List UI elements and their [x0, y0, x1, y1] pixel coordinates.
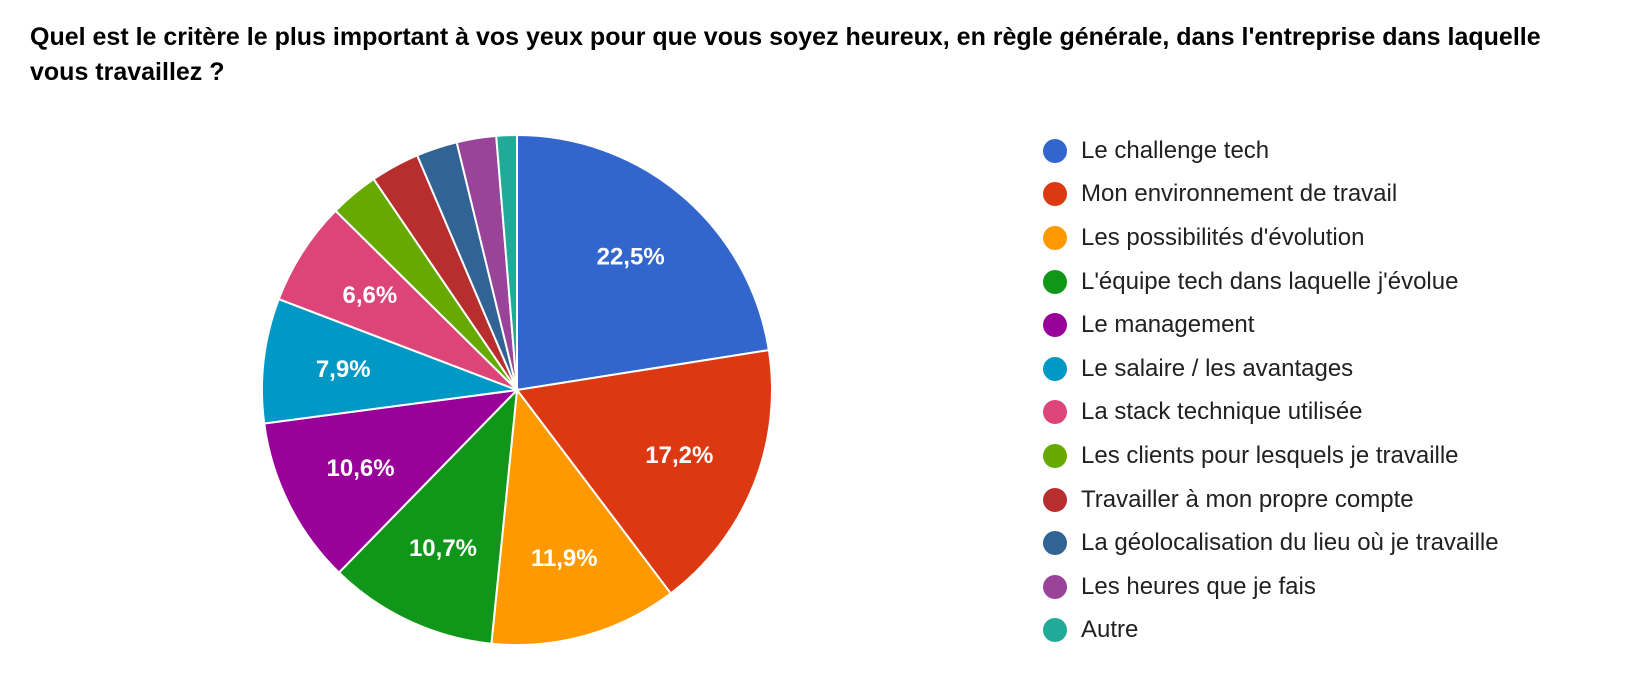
- legend-item-les-heures-que-je-fais[interactable]: Les heures que je fais: [1043, 565, 1499, 609]
- legend-swatch: [1043, 487, 1067, 512]
- legend-item-autre[interactable]: Autre: [1043, 609, 1499, 653]
- legend-item-mon-environnement-de-travail[interactable]: Mon environnement de travail: [1043, 173, 1499, 217]
- pie-slice-label: 22,5%: [597, 243, 665, 270]
- legend-label: Le salaire / les avantages: [1081, 354, 1354, 382]
- pie-slices: [261, 133, 773, 647]
- legend-swatch: [1043, 269, 1067, 294]
- legend-label: Les clients pour lesquels je travaille: [1081, 441, 1459, 469]
- legend-item-la-stack-technique-utilisee[interactable]: La stack technique utilisée: [1043, 391, 1499, 435]
- legend-item-le-salaire-les-avantages[interactable]: Le salaire / les avantages: [1043, 347, 1499, 391]
- pie-slice-label: 6,6%: [342, 282, 397, 309]
- legend-label: Le management: [1081, 311, 1255, 339]
- legend-swatch: [1043, 138, 1067, 163]
- legend-swatch: [1043, 574, 1067, 599]
- pie-slice-label: 17,2%: [645, 442, 713, 469]
- legend-label: Le challenge tech: [1081, 136, 1270, 164]
- pie-slice-les-possibilites-d-evolution[interactable]: [490, 387, 673, 647]
- legend-swatch: [1043, 356, 1067, 381]
- legend-label: L'équipe tech dans laquelle j'évolue: [1081, 267, 1459, 295]
- legend-item-la-geolocalisation-du-lieu-ou-je-travaille[interactable]: La géolocalisation du lieu où je travail…: [1043, 521, 1499, 565]
- legend-swatch: [1043, 400, 1067, 425]
- pie-slice-label: 10,7%: [409, 535, 477, 562]
- legend-swatch: [1043, 225, 1067, 250]
- legend-item-les-possibilites-d-evolution[interactable]: Les possibilités d'évolution: [1043, 216, 1499, 260]
- pie-slice-label: 10,6%: [327, 455, 395, 482]
- pie-slice-l-equipe-tech-dans-laquelle-j-evolue[interactable]: [337, 387, 519, 645]
- pie-slice-labels: 22,5% 17,2% 11,9% 10,7% 10,6% 7,9% 6,6%: [316, 243, 714, 572]
- chart-legend: Le challenge tech Mon environnement de tr…: [1043, 129, 1499, 652]
- legend-label: Les possibilités d'évolution: [1081, 223, 1365, 251]
- pie-slice-le-challenge-tech[interactable]: [516, 133, 771, 392]
- legend-item-le-management[interactable]: Le management: [1043, 303, 1499, 347]
- legend-item-travailler-a-mon-propre-compte[interactable]: Travailler à mon propre compte: [1043, 478, 1499, 522]
- pie-slice-label: 11,9%: [531, 545, 598, 572]
- legend-label: Les heures que je fais: [1081, 572, 1316, 600]
- pie-slice-autre[interactable]: [495, 133, 518, 391]
- legend-swatch: [1043, 531, 1067, 556]
- legend-label: Mon environnement de travail: [1081, 180, 1398, 208]
- pie-slice-le-salaire-les-avantages[interactable]: [261, 297, 518, 425]
- legend-swatch: [1043, 313, 1067, 338]
- chart-title: Quel est le critère le plus important à …: [30, 23, 1541, 86]
- legend-label: Autre: [1081, 616, 1139, 644]
- pie-slice-mon-environnement-de-travail[interactable]: [515, 348, 773, 595]
- legend-label: La stack technique utilisée: [1081, 398, 1363, 426]
- legend-swatch: [1043, 618, 1067, 643]
- legend-swatch: [1043, 182, 1067, 207]
- pie-slice-le-management[interactable]: [263, 388, 520, 574]
- legend-label: Travailler à mon propre compte: [1081, 485, 1414, 513]
- legend-label: La géolocalisation du lieu où je travail…: [1081, 529, 1499, 557]
- legend-item-l-equipe-tech-dans-laquelle-j-evolue[interactable]: L'équipe tech dans laquelle j'évolue: [1043, 260, 1499, 304]
- legend-item-les-clients-pour-lesquels-je-travaille[interactable]: Les clients pour lesquels je travaille: [1043, 434, 1499, 478]
- legend-item-le-challenge-tech[interactable]: Le challenge tech: [1043, 129, 1499, 173]
- legend-swatch: [1043, 443, 1067, 468]
- pie-slice-label: 7,9%: [316, 356, 371, 383]
